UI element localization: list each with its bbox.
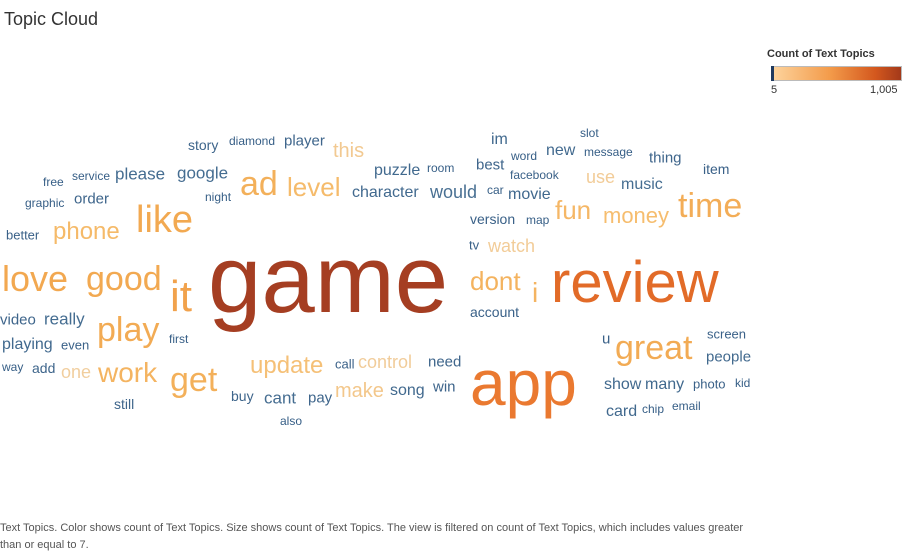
word-watch[interactable]: watch xyxy=(488,236,536,256)
chart-caption: Text Topics. Color shows count of Text T… xyxy=(0,522,744,551)
word-win[interactable]: win xyxy=(433,378,456,396)
word-u[interactable]: u xyxy=(602,330,611,348)
word-room[interactable]: room xyxy=(427,161,455,175)
word-im[interactable]: im xyxy=(491,131,508,148)
word-get[interactable]: get xyxy=(170,361,218,399)
word-car[interactable]: car xyxy=(487,183,504,197)
word-google[interactable]: google xyxy=(177,163,229,183)
word-one[interactable]: one xyxy=(61,362,92,382)
word-cant[interactable]: cant xyxy=(264,388,297,408)
word-need[interactable]: need xyxy=(428,353,462,371)
word-control[interactable]: control xyxy=(358,352,413,372)
word-best[interactable]: best xyxy=(476,156,505,174)
word-first[interactable]: first xyxy=(169,332,189,346)
word-ad[interactable]: ad xyxy=(240,165,278,203)
word-money[interactable]: money xyxy=(603,203,670,228)
word-account[interactable]: account xyxy=(470,304,520,320)
word-music[interactable]: music xyxy=(621,176,663,193)
word-facebook[interactable]: facebook xyxy=(510,168,559,182)
word-phone[interactable]: phone xyxy=(53,218,120,245)
word-pay[interactable]: pay xyxy=(308,389,333,407)
word-play[interactable]: play xyxy=(97,311,160,349)
word-tv[interactable]: tv xyxy=(469,237,480,253)
word-thing[interactable]: thing xyxy=(649,149,682,167)
word-call[interactable]: call xyxy=(335,356,355,372)
word-review[interactable]: review xyxy=(551,250,719,315)
word-time[interactable]: time xyxy=(678,187,743,225)
word-card[interactable]: card xyxy=(606,403,638,420)
word-message[interactable]: message xyxy=(584,145,633,159)
word-it[interactable]: it xyxy=(170,272,192,321)
word-i[interactable]: i xyxy=(532,277,539,308)
word-would[interactable]: would xyxy=(430,182,478,202)
word-photo[interactable]: photo xyxy=(693,376,726,392)
word-slot[interactable]: slot xyxy=(580,126,599,140)
word-buy[interactable]: buy xyxy=(231,388,254,404)
word-word[interactable]: word xyxy=(511,149,538,163)
word-map[interactable]: map xyxy=(526,213,550,227)
word-even[interactable]: even xyxy=(61,337,90,353)
word-better[interactable]: better xyxy=(6,227,40,243)
word-story[interactable]: story xyxy=(188,137,219,153)
word-video[interactable]: video xyxy=(0,311,36,329)
word-chip[interactable]: chip xyxy=(642,402,665,416)
legend-title: Count of Text Topics xyxy=(767,48,875,60)
word-make[interactable]: make xyxy=(335,380,384,402)
word-use[interactable]: use xyxy=(586,167,616,187)
word-like[interactable]: like xyxy=(136,199,194,241)
word-item[interactable]: item xyxy=(703,161,730,177)
word-night[interactable]: night xyxy=(205,190,232,204)
word-screen[interactable]: screen xyxy=(707,326,747,342)
word-way[interactable]: way xyxy=(2,360,24,374)
word-order[interactable]: order xyxy=(74,190,110,208)
word-player[interactable]: player xyxy=(284,132,325,150)
word-dont[interactable]: dont xyxy=(470,266,521,296)
word-graphic[interactable]: graphic xyxy=(25,196,65,210)
word-character[interactable]: character xyxy=(352,184,419,201)
word-please[interactable]: please xyxy=(115,164,166,184)
word-show[interactable]: show xyxy=(604,376,642,393)
word-still[interactable]: still xyxy=(114,396,135,412)
word-app[interactable]: app xyxy=(470,347,577,419)
word-really[interactable]: really xyxy=(44,309,85,329)
word-this[interactable]: this xyxy=(333,140,365,162)
word-level[interactable]: level xyxy=(287,172,341,202)
word-diamond[interactable]: diamond xyxy=(229,134,276,148)
word-puzzle[interactable]: puzzle xyxy=(374,162,421,179)
word-fun[interactable]: fun xyxy=(555,195,592,225)
word-email[interactable]: email xyxy=(672,399,701,413)
legend-max-label: 1,005 xyxy=(870,84,898,96)
word-version[interactable]: version xyxy=(470,211,516,227)
word-song[interactable]: song xyxy=(390,382,425,399)
word-good[interactable]: good xyxy=(86,260,162,298)
word-game[interactable]: game xyxy=(208,226,449,333)
chart-title: Topic Cloud xyxy=(4,9,99,29)
word-playing[interactable]: playing xyxy=(2,336,53,353)
word-add[interactable]: add xyxy=(32,360,56,376)
word-new[interactable]: new xyxy=(546,142,576,159)
word-love[interactable]: love xyxy=(2,258,69,299)
word-service[interactable]: service xyxy=(72,169,111,183)
legend-min-marker xyxy=(771,66,774,81)
legend-min-label: 5 xyxy=(771,84,778,96)
word-work[interactable]: work xyxy=(98,357,158,388)
word-kid[interactable]: kid xyxy=(735,376,751,390)
word-people[interactable]: people xyxy=(706,348,752,366)
word-great[interactable]: great xyxy=(615,329,693,367)
word-movie[interactable]: movie xyxy=(508,186,551,203)
word-free[interactable]: free xyxy=(43,175,64,189)
word-many[interactable]: many xyxy=(645,376,685,393)
word-also[interactable]: also xyxy=(280,414,303,428)
word-update[interactable]: update xyxy=(250,352,324,379)
